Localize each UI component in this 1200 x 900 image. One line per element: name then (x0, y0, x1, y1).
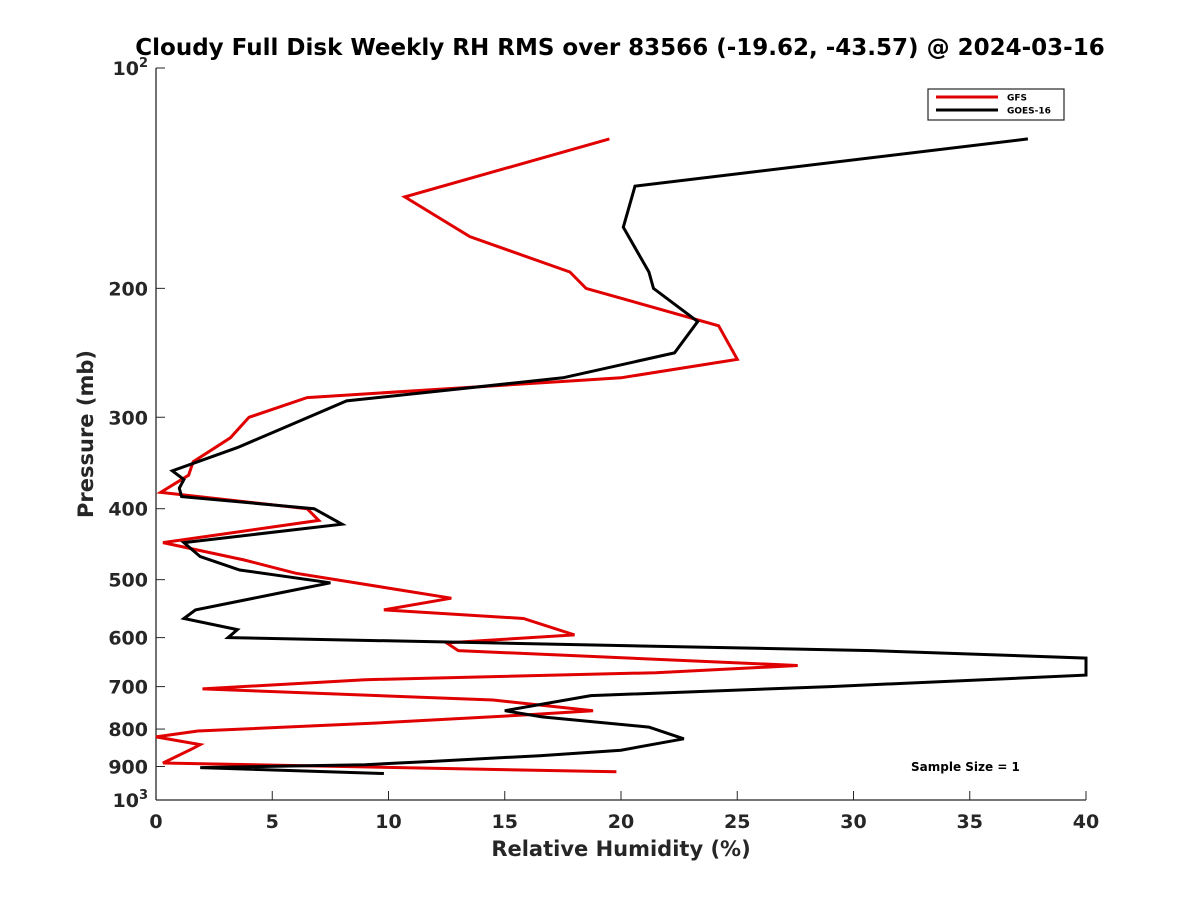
legend: GFS GOES-16 (927, 88, 1065, 121)
y-tick-label: 200 (108, 278, 148, 300)
y-tick-label: 103 (113, 788, 149, 812)
y-tick-label-base: 200 (108, 278, 148, 300)
x-tick-label: 30 (840, 811, 866, 833)
y-tick-label-base: 900 (108, 757, 148, 779)
y-tick-label-exponent: 2 (139, 56, 148, 71)
x-tick-label: 20 (608, 811, 634, 833)
legend-label-gfs: GFS (1007, 94, 1027, 104)
x-axis-label: Relative Humidity (%) (491, 837, 750, 861)
y-tick-label-base: 400 (108, 499, 148, 521)
y-tick-label-exponent: 3 (139, 788, 148, 803)
y-tick-label: 700 (108, 677, 148, 699)
x-ticks: 0 5 10 15 20 25 30 35 40 (149, 791, 1099, 833)
chart-title: Cloudy Full Disk Weekly RH RMS over 8356… (135, 35, 1104, 61)
x-tick-label: 15 (492, 811, 518, 833)
y-tick-label: 300 (108, 407, 148, 429)
y-tick-label: 500 (108, 570, 148, 592)
x-tick-label: 0 (149, 811, 162, 833)
y-tick-label-base: 300 (108, 407, 148, 429)
series-line-goes16 (169, 137, 1088, 775)
y-tick-label-base: 700 (108, 677, 148, 699)
y-tick-label-base: 800 (108, 719, 148, 741)
y-tick-label-base: 10 (113, 58, 139, 80)
legend-label-goes16: GOES-16 (1007, 107, 1051, 117)
y-tick-label-base: 500 (108, 570, 148, 592)
y-tick-label: 600 (108, 628, 148, 650)
x-tick-label: 40 (1073, 811, 1099, 833)
legend-box (927, 88, 1065, 121)
x-tick-label: 35 (957, 811, 983, 833)
y-tick-label: 102 (113, 56, 149, 80)
sample-size-annotation: Sample Size = 1 (911, 760, 1020, 774)
x-tick-label: 10 (375, 811, 401, 833)
y-tick-label: 800 (108, 719, 148, 741)
series-line-gfs (155, 137, 798, 774)
y-axis-label: Pressure (mb) (74, 350, 98, 518)
x-tick-label: 25 (724, 811, 750, 833)
plot-area: 0 5 10 15 20 25 30 35 40 10220030040050060070080… (108, 56, 1099, 833)
y-tick-label: 900 (108, 757, 148, 779)
series-group (155, 137, 1088, 775)
y-tick-label: 400 (108, 499, 148, 521)
y-tick-label-base: 600 (108, 628, 148, 650)
y-tick-label-base: 10 (113, 790, 139, 812)
x-tick-label: 5 (266, 811, 279, 833)
